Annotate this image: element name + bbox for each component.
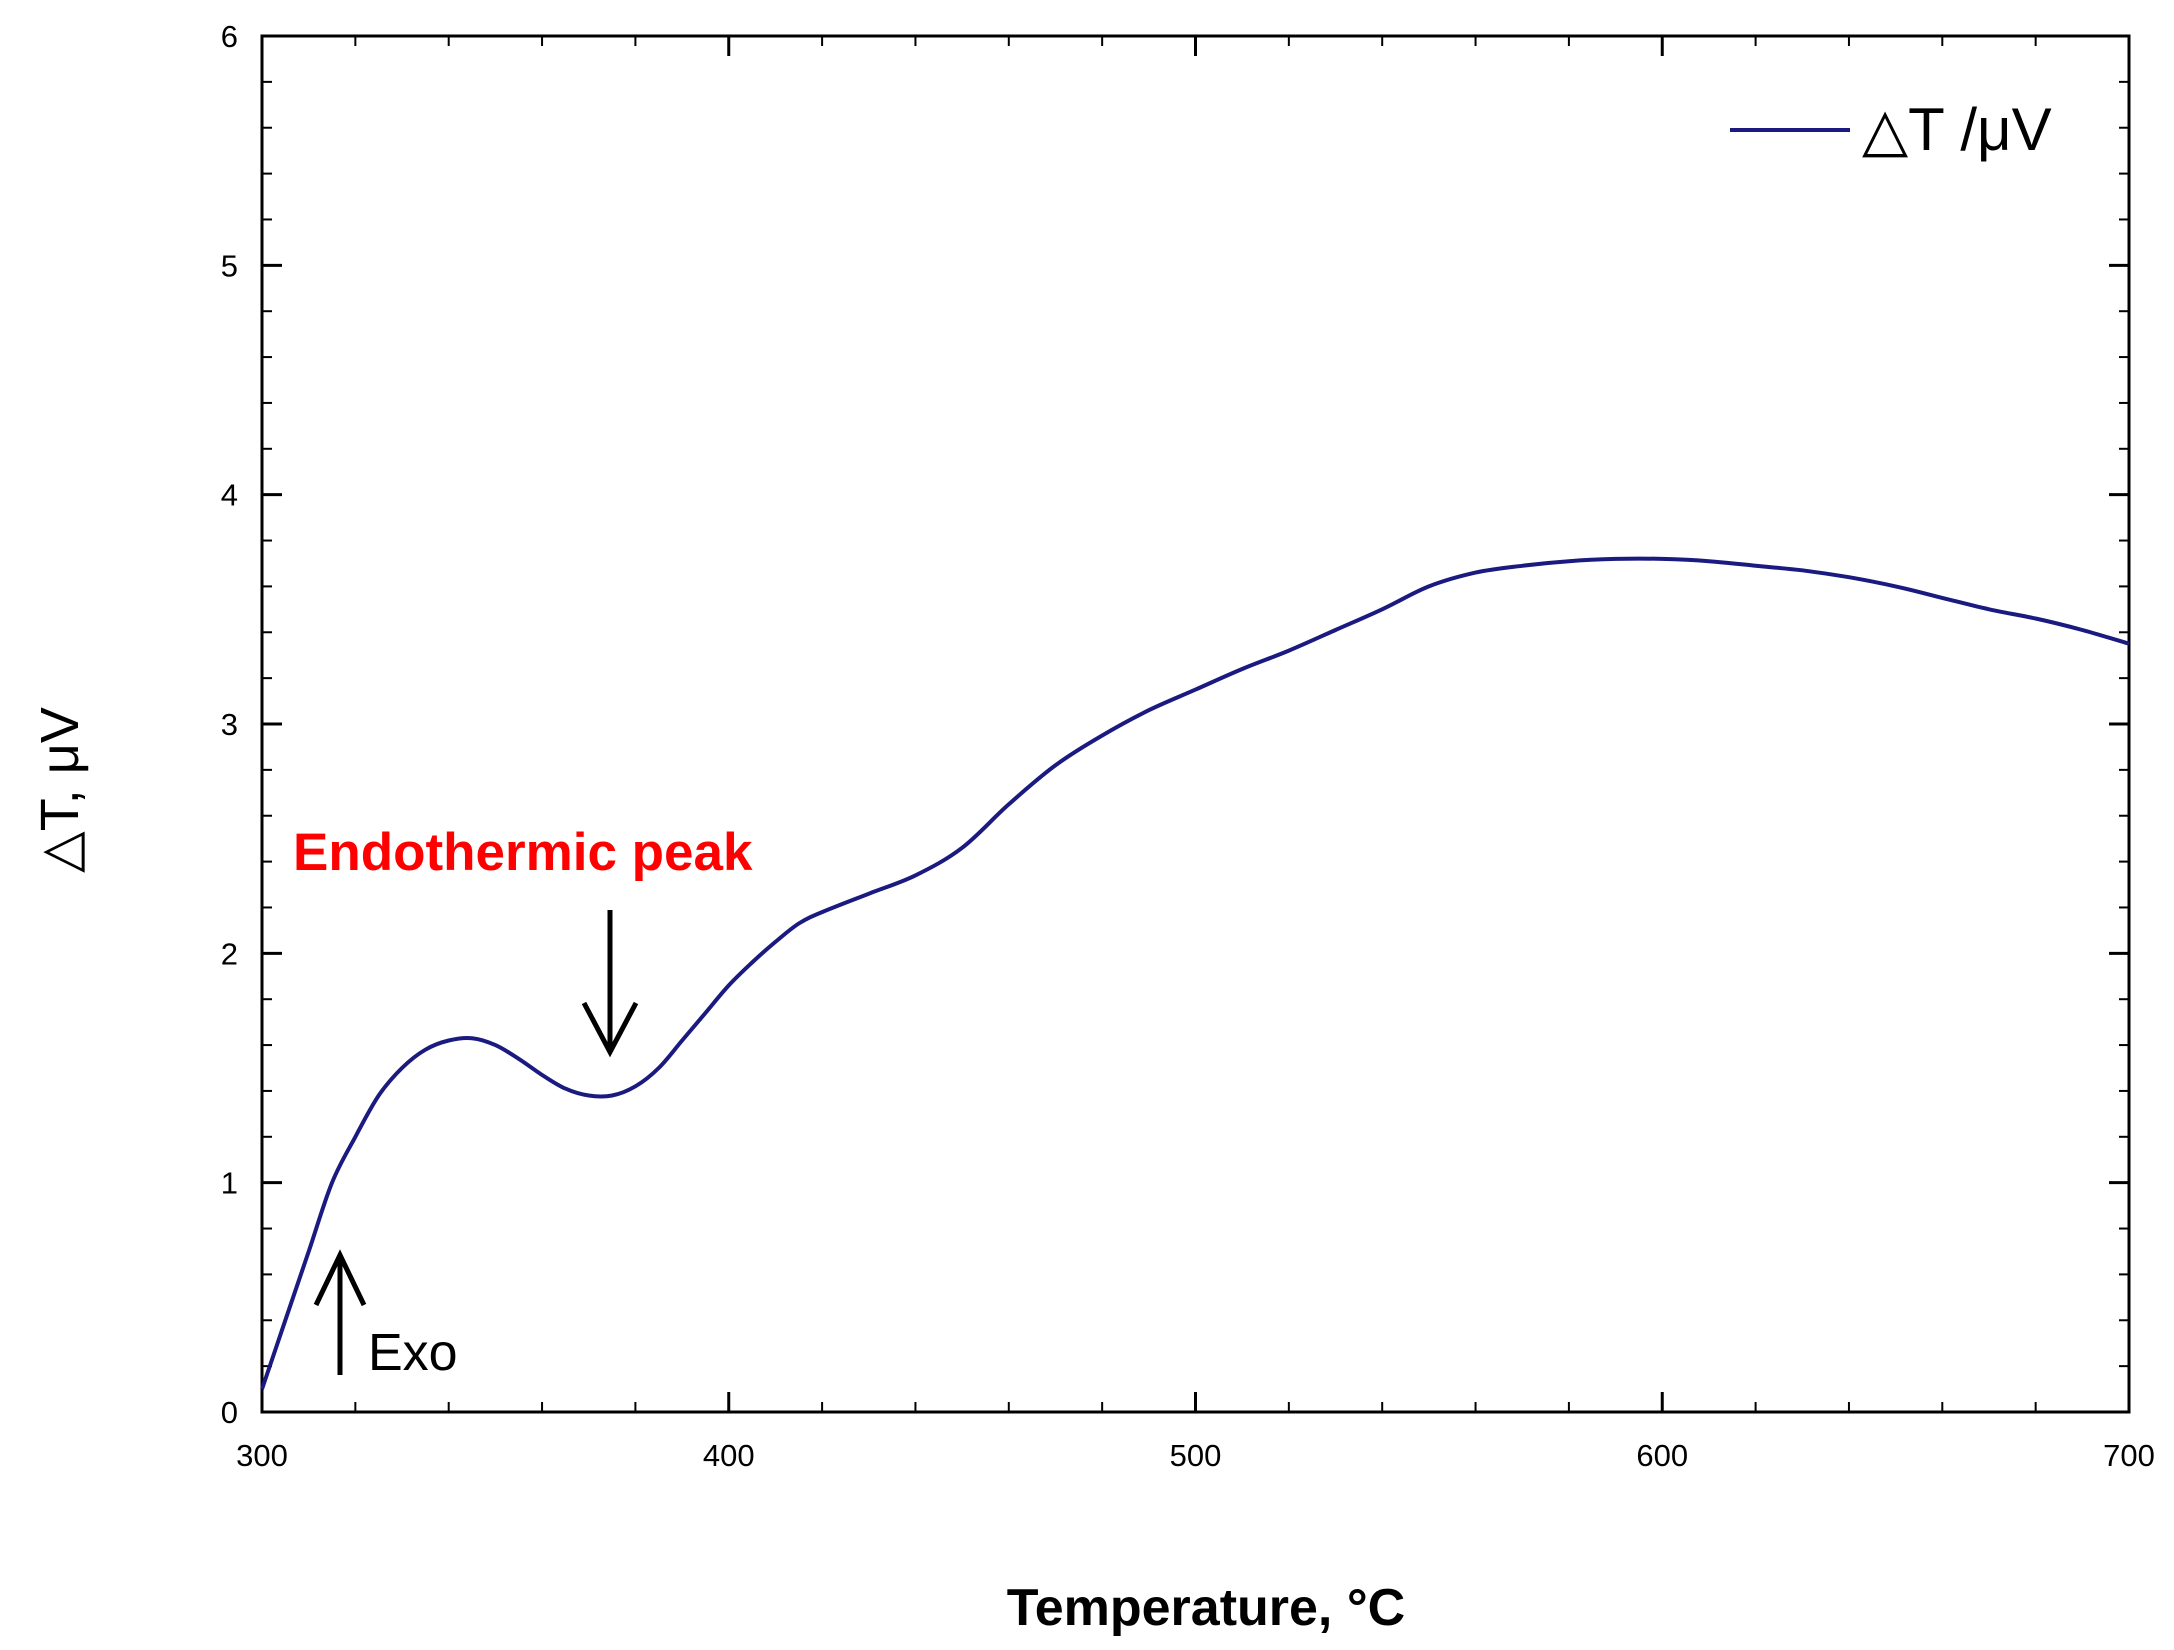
down-arrow-head-icon <box>581 1001 639 1058</box>
legend-label: △T /μV <box>1862 96 2052 163</box>
x-axis-title: Temperature, °C <box>1007 1579 1405 1637</box>
exo-annotation: Exo <box>313 1249 458 1382</box>
exo-label: Exo <box>368 1324 458 1382</box>
y-tick-label: 0 <box>221 1395 238 1430</box>
series-line <box>260 556 2130 1390</box>
x-tick-label: 300 <box>236 1438 288 1473</box>
x-tick-label: 700 <box>2103 1438 2155 1473</box>
x-tick-label: 400 <box>703 1438 755 1473</box>
y-tick-label: 6 <box>221 19 238 54</box>
minor-ticks <box>262 36 2129 1412</box>
y-axis-title: △T, μV <box>30 707 90 873</box>
y-tick-label: 5 <box>221 248 238 283</box>
endothermic-peak-label: Endothermic peak <box>293 823 753 882</box>
y-tick-label: 2 <box>221 936 238 971</box>
legend: △T /μV <box>1730 96 2052 163</box>
endothermic-annotation: Endothermic peak <box>293 823 753 1058</box>
plot-frame <box>260 34 2131 1414</box>
x-tick-label: 500 <box>1170 1438 1222 1473</box>
y-tick-label: 4 <box>221 478 238 513</box>
y-tick-labels: 0 1 2 3 4 5 6 <box>221 19 238 1430</box>
x-tick-labels: 300 400 500 600 700 <box>236 1438 2155 1473</box>
major-ticks <box>260 34 2131 1414</box>
y-tick-label: 3 <box>221 707 238 742</box>
up-arrow-head-icon <box>313 1249 367 1307</box>
y-tick-label: 1 <box>221 1166 238 1201</box>
x-tick-label: 600 <box>1636 1438 1688 1473</box>
